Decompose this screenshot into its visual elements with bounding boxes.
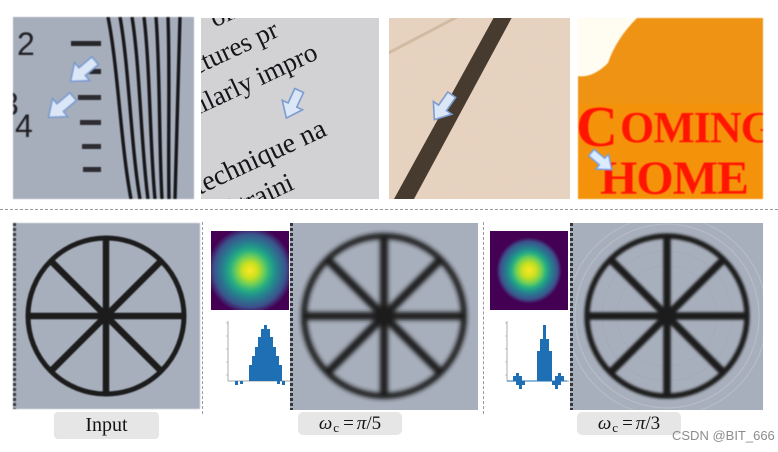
svg-text:3: 3: [13, 86, 19, 122]
svg-text:2: 2: [17, 26, 35, 62]
